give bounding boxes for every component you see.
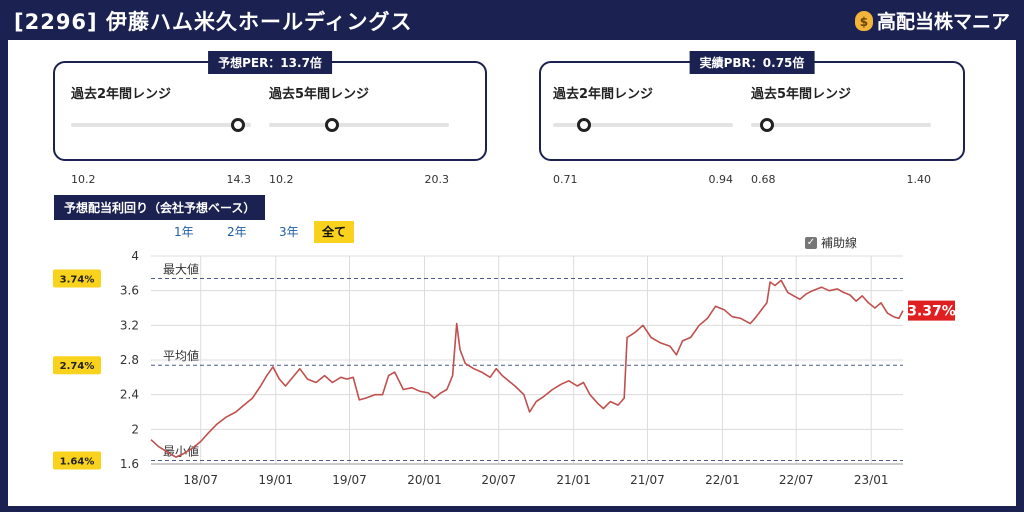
x-tick-label: 23/01 [854, 473, 889, 487]
x-tick-label: 18/07 [183, 473, 218, 487]
range-track: 0.68 1.40 [751, 118, 931, 186]
per-range-5y: 過去5年間レンジ 10.2 20.3 [269, 83, 449, 186]
range-marker [576, 118, 591, 132]
range-marker [325, 118, 339, 132]
current-value-badge [908, 300, 955, 321]
reference-label: 平均値 [163, 348, 199, 363]
reference-label: 最小値 [163, 444, 199, 459]
range-min: 0.68 [751, 173, 776, 186]
range-label: 過去2年間レンジ [553, 87, 654, 102]
range-track: 10.2 20.3 [269, 118, 449, 186]
range-label: 過去5年間レンジ [269, 87, 370, 102]
period-all[interactable]: 全て [314, 221, 355, 243]
reference-label: 最大値 [163, 262, 199, 277]
pbr-box: 実績PBR：0.75倍 過去2年間レンジ 0.71 0.94 過去5年間レンジ … [539, 51, 965, 186]
range-max: 14.3 [226, 173, 252, 186]
period-2y[interactable]: 2年 [227, 225, 247, 239]
x-tick-label: 20/07 [481, 473, 516, 487]
y-tick-label: 2 [131, 422, 139, 436]
per-box: 予想PER：13.7倍 過去2年間レンジ 10.2 14.3 過去5年間レンジ … [53, 51, 487, 186]
brand-name: 高配当株マニア [876, 11, 1010, 33]
range-track: 0.71 0.94 [553, 118, 733, 186]
x-tick-label: 19/07 [332, 473, 367, 487]
reference-badge-label: 3.74% [60, 275, 95, 286]
aux-label: 補助線 [821, 236, 858, 250]
y-tick-label: 2.8 [120, 353, 139, 367]
current-value-label: 3.37% [907, 304, 956, 320]
yield-chart: 4 3.6 3.2 2.8 2.4 2 1.6 18/07 19/01 19/07 20/01 20/… [53, 249, 956, 487]
yield-series-line [150, 279, 904, 458]
money-bag-icon: $ [854, 10, 873, 31]
pbr-range-2y: 過去2年間レンジ 0.71 0.94 [553, 83, 733, 186]
range-marker [760, 118, 775, 132]
reference-badge-label: 2.74% [60, 361, 95, 372]
period-3y[interactable]: 3年 [279, 225, 299, 239]
y-tick-label: 2.4 [120, 388, 139, 402]
reference-badge [53, 356, 101, 375]
y-tick-label: 1.6 [120, 457, 139, 471]
reference-badge [53, 269, 101, 288]
reference-badge [53, 451, 101, 470]
per-tag: 予想PER：13.7倍 [208, 51, 332, 74]
aux-lines-toggle[interactable]: ✓ 補助線 [805, 234, 857, 251]
per-range-2y: 過去2年間レンジ 10.2 14.3 [71, 83, 251, 186]
pbr-range-5y: 過去5年間レンジ 0.68 1.40 [751, 83, 931, 186]
brand-logo: $ 高配当株マニア [854, 7, 1010, 34]
range-max: 1.40 [906, 173, 932, 186]
period-1y[interactable]: 1年 [174, 225, 194, 239]
reference-badge-label: 1.64% [60, 457, 95, 468]
x-tick-label: 21/01 [556, 473, 591, 487]
pbr-tag: 実績PBR：0.75倍 [689, 51, 815, 74]
range-min: 10.2 [71, 173, 96, 186]
x-tick-label: 22/01 [705, 473, 740, 487]
range-min: 0.71 [553, 173, 578, 186]
range-min: 10.2 [269, 173, 294, 186]
range-label: 過去5年間レンジ [751, 87, 852, 102]
top-bar: [2296] 伊藤ハム米久ホールディングス $ 高配当株マニア [0, 0, 1024, 40]
y-tick-label: 4 [131, 249, 139, 263]
x-tick-label: 19/01 [258, 473, 293, 487]
range-label: 過去2年間レンジ [71, 87, 172, 102]
y-tick-label: 3.6 [120, 284, 139, 298]
range-max: 20.3 [424, 173, 450, 186]
page-title: [2296] 伊藤ハム米久ホールディングス [14, 10, 413, 34]
range-max: 0.94 [708, 173, 734, 186]
range-track: 10.2 14.3 [71, 118, 251, 186]
x-tick-label: 20/01 [407, 473, 442, 487]
y-tick-label: 3.2 [120, 318, 139, 332]
x-tick-label: 21/07 [630, 473, 665, 487]
yield-section-title: 予想配当利回り（会社予想ベース） [54, 195, 266, 220]
checkbox-icon[interactable]: ✓ [805, 236, 817, 249]
content-panel: 予想PER：13.7倍 過去2年間レンジ 10.2 14.3 過去5年間レンジ … [8, 40, 1016, 506]
x-tick-label: 22/07 [779, 473, 814, 487]
range-marker [231, 118, 246, 132]
